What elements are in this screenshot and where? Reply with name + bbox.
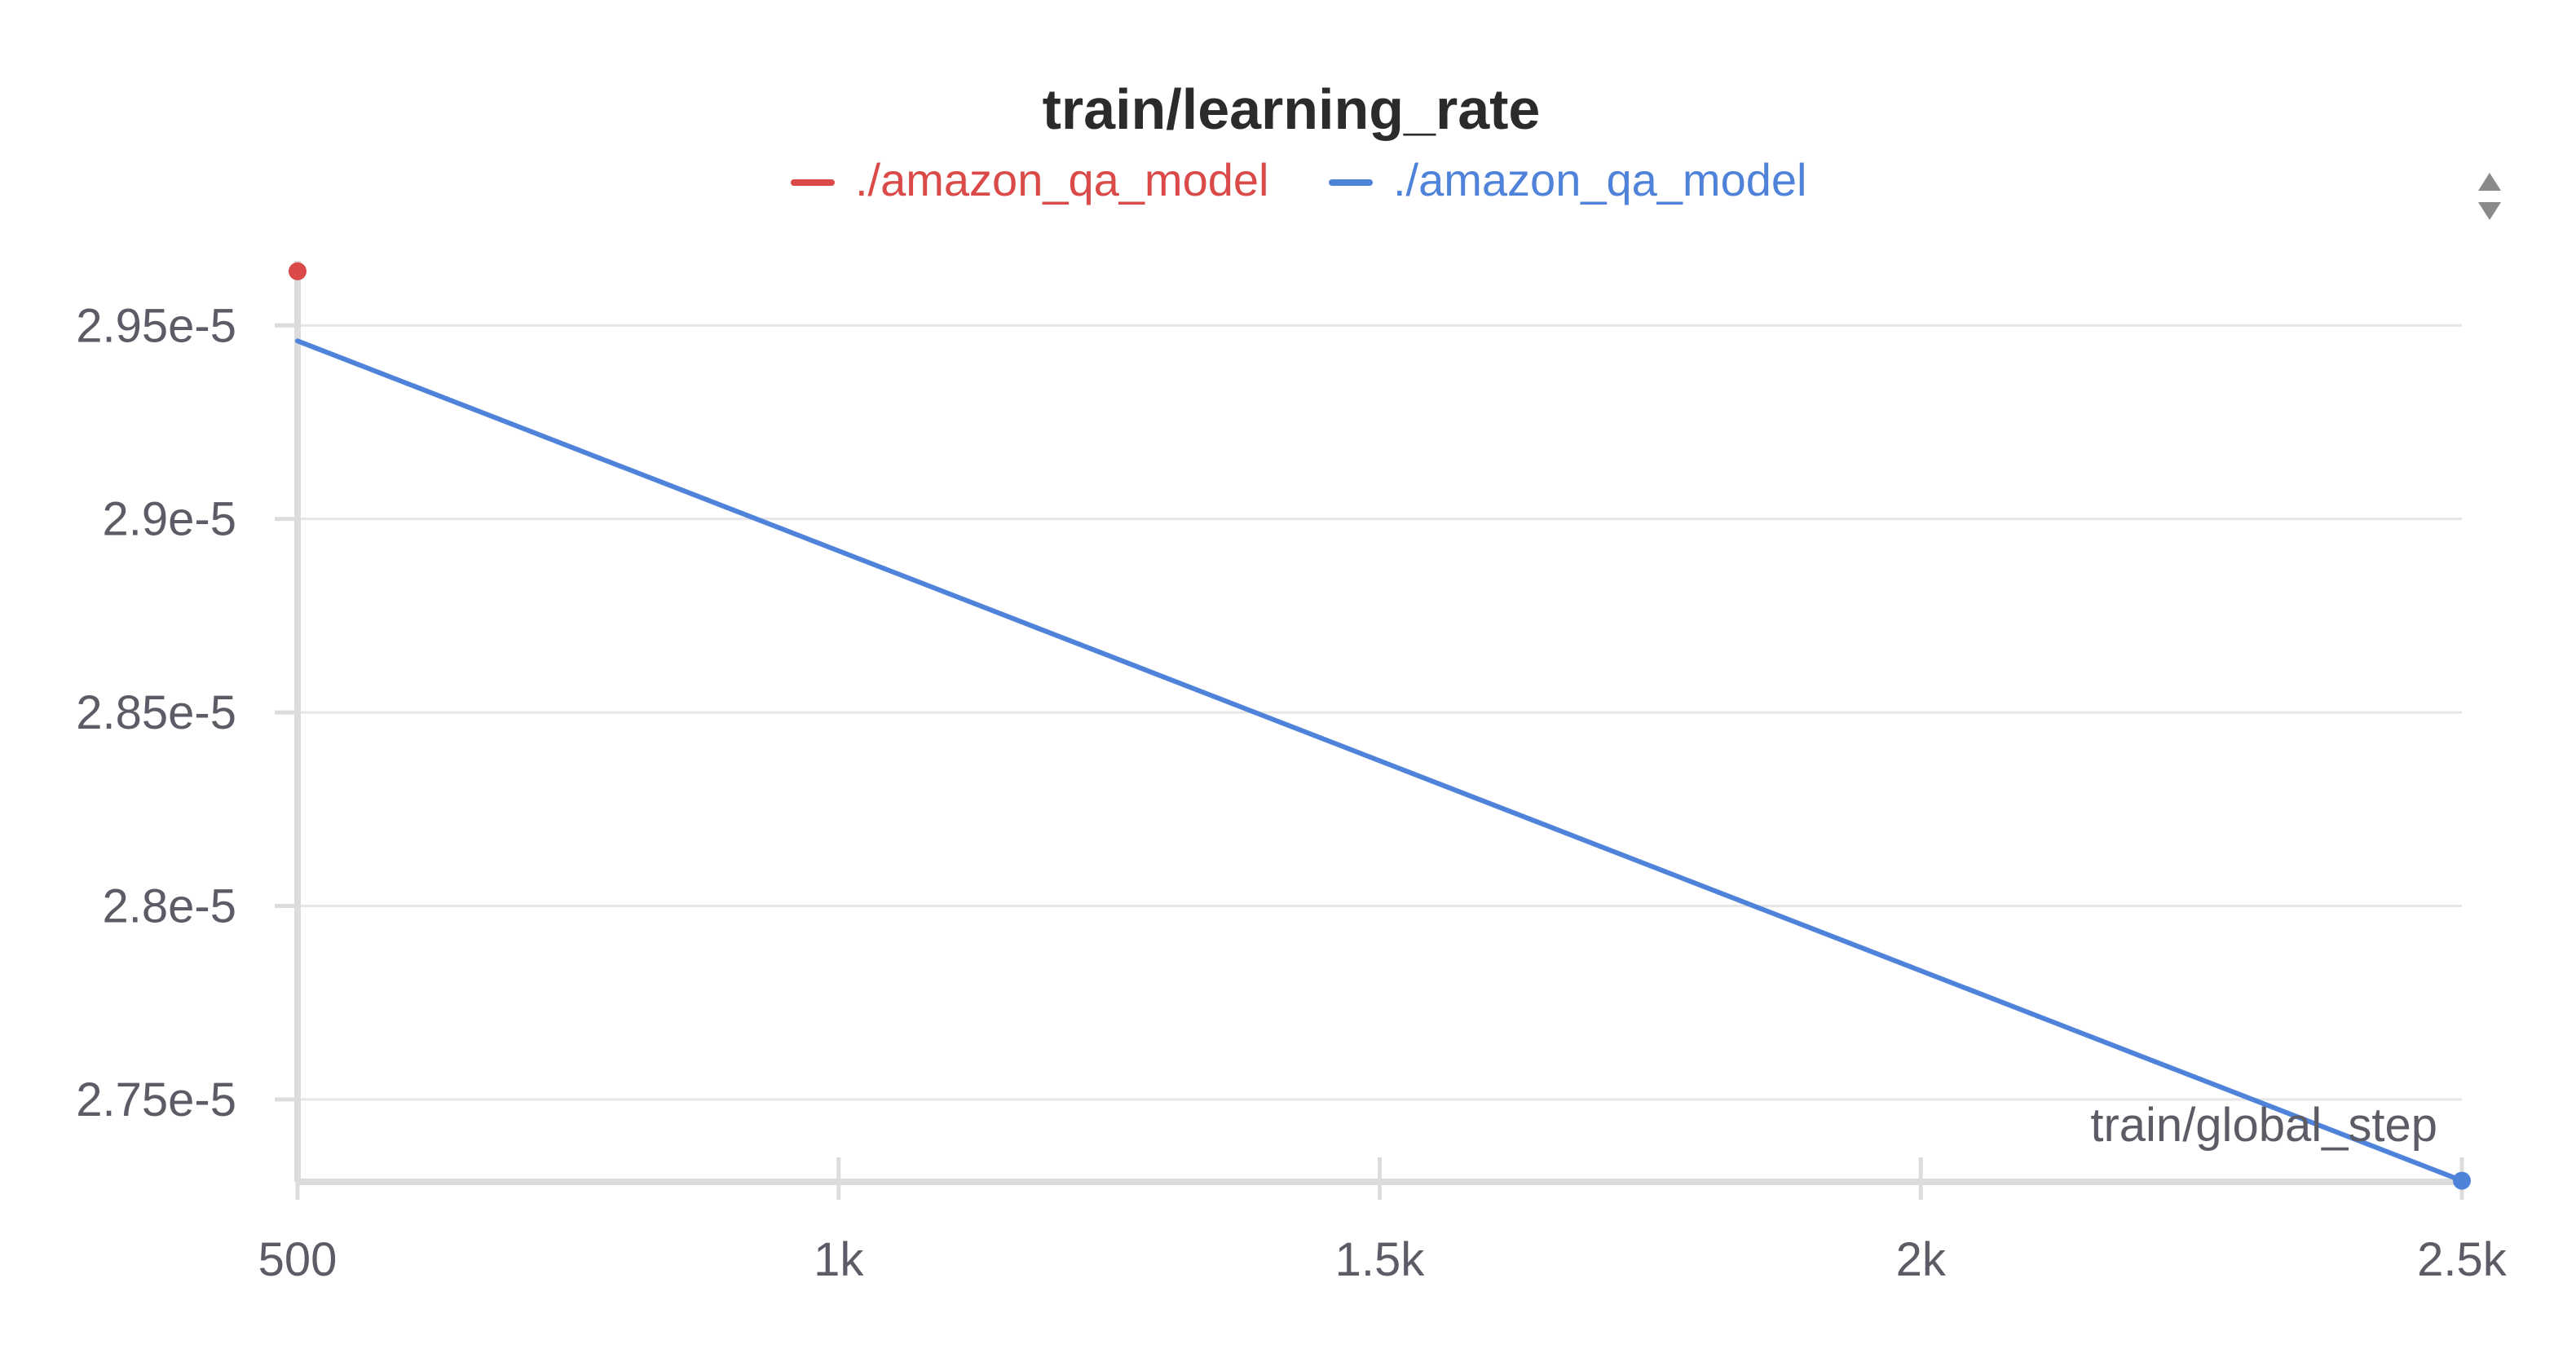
legend: ./amazon_qa_model ./amazon_qa_model xyxy=(791,154,1806,205)
x-tick-label: 500 xyxy=(258,1233,337,1286)
x-tick-label: 1k xyxy=(814,1233,864,1286)
x-tick-label: 2.5k xyxy=(2417,1233,2508,1286)
y-tick-label: 2.75e-5 xyxy=(76,1073,236,1126)
x-tick-label: 2k xyxy=(1896,1233,1947,1286)
axes xyxy=(275,261,2464,1200)
y-tick-label: 2.8e-5 xyxy=(103,879,236,932)
y-tick-label: 2.9e-5 xyxy=(103,493,236,546)
series-layer xyxy=(289,262,2471,1190)
series-point xyxy=(289,262,307,280)
tick-labels: 2.75e-5 2.8e-5 2.85e-5 2.9e-5 2.95e-5 500 1k 1.… xyxy=(76,299,2508,1286)
legend-label: ./amazon_qa_model xyxy=(1393,154,1806,205)
chevron-down-icon[interactable] xyxy=(2478,202,2501,220)
series-0 xyxy=(289,262,307,280)
grid xyxy=(298,324,2462,1101)
series-line xyxy=(295,338,2464,1183)
legend-label: ./amazon_qa_model xyxy=(855,154,1268,205)
legend-entry[interactable]: ./amazon_qa_model xyxy=(791,154,1268,205)
y-tick-label: 2.85e-5 xyxy=(76,686,236,739)
legend-scroll-button[interactable] xyxy=(2478,173,2501,220)
y-tick-label: 2.95e-5 xyxy=(76,299,236,352)
x-tick-label: 1.5k xyxy=(1335,1233,1426,1286)
series-1 xyxy=(295,338,2471,1190)
chart-title: train/learning_rate xyxy=(1043,77,1541,141)
chevron-up-icon[interactable] xyxy=(2478,173,2501,191)
legend-entry[interactable]: ./amazon_qa_model xyxy=(1329,154,1806,205)
x-axis-label: train/global_step xyxy=(2090,1099,2437,1152)
series-point xyxy=(2453,1171,2471,1190)
